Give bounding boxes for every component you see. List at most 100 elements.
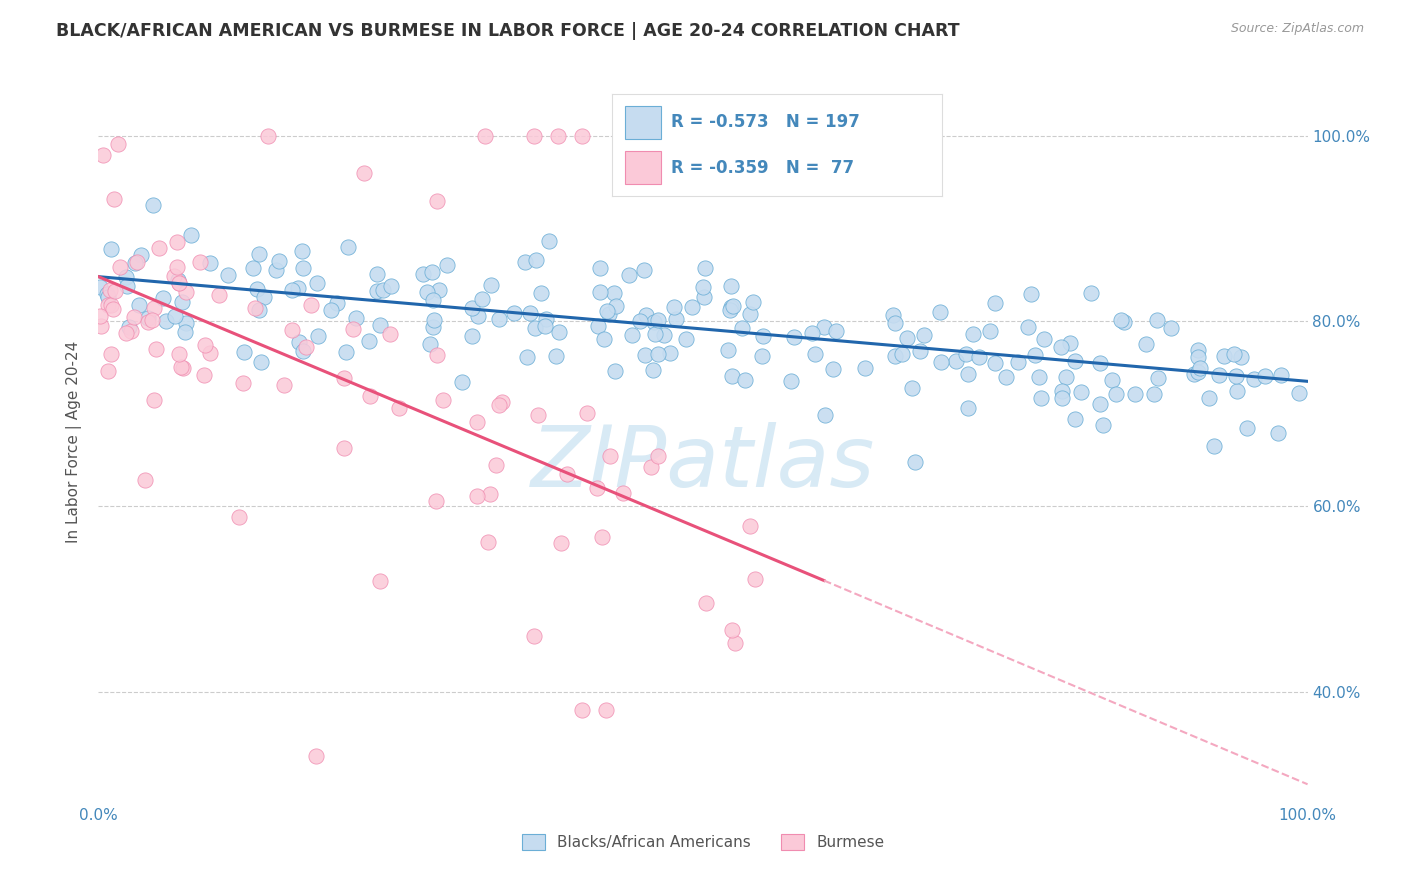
Point <box>1007 355 1029 369</box>
Point <box>148 241 170 255</box>
Text: ZIPatlas: ZIPatlas <box>531 422 875 505</box>
Point <box>652 327 675 342</box>
Point <box>165 309 187 323</box>
Point <box>120 324 142 338</box>
Point <box>380 278 402 293</box>
Point <box>813 319 835 334</box>
Point <box>640 459 662 474</box>
Point <box>333 371 356 385</box>
Point <box>190 255 212 269</box>
Point <box>125 255 148 269</box>
Point <box>107 136 129 151</box>
Point <box>1213 349 1236 363</box>
Point <box>695 596 717 610</box>
Point <box>523 320 546 334</box>
Point <box>557 467 579 481</box>
Point <box>658 345 681 359</box>
Point <box>1225 369 1247 384</box>
Point <box>598 307 620 321</box>
Point <box>242 261 264 276</box>
Point <box>247 302 270 317</box>
Point <box>1226 384 1249 398</box>
Point <box>979 325 1001 339</box>
Point <box>515 254 537 268</box>
Point <box>208 287 231 301</box>
Point <box>1184 367 1206 381</box>
Point <box>695 260 717 275</box>
Point <box>1088 356 1111 370</box>
Point <box>291 244 314 259</box>
Point <box>571 128 593 143</box>
Point <box>378 327 401 342</box>
Point <box>882 308 904 322</box>
Point <box>548 326 571 340</box>
Point <box>634 308 657 322</box>
Point <box>193 368 215 383</box>
Point <box>1198 391 1220 405</box>
Point <box>256 128 278 143</box>
Point <box>368 318 391 333</box>
Point <box>1160 321 1182 335</box>
Point <box>527 409 550 423</box>
Point <box>1109 313 1132 327</box>
Point <box>491 395 513 409</box>
Point <box>957 401 980 415</box>
Point <box>589 260 612 275</box>
Point <box>516 351 538 365</box>
Point <box>1059 335 1081 350</box>
Point <box>575 406 598 420</box>
Point <box>90 318 112 333</box>
Point <box>145 342 167 356</box>
Point <box>855 361 877 376</box>
Point <box>422 313 444 327</box>
Point <box>628 313 651 327</box>
Text: Source: ZipAtlas.com: Source: ZipAtlas.com <box>1230 22 1364 36</box>
Point <box>957 367 980 381</box>
Point <box>474 128 496 143</box>
Point <box>603 285 626 300</box>
Point <box>643 315 665 329</box>
Point <box>665 312 688 326</box>
Point <box>194 338 217 352</box>
Point <box>1050 391 1073 405</box>
Point <box>101 301 124 316</box>
Point <box>586 318 609 333</box>
Point <box>1064 353 1087 368</box>
Point <box>1142 386 1164 401</box>
Point <box>1123 386 1146 401</box>
Point <box>142 392 165 407</box>
Point <box>117 319 139 334</box>
Point <box>115 269 138 284</box>
Point <box>91 148 114 162</box>
Point <box>281 283 304 297</box>
Point <box>103 192 125 206</box>
Point <box>124 256 146 270</box>
Point <box>173 325 195 339</box>
Point <box>122 310 145 324</box>
Point <box>100 242 122 256</box>
Point <box>641 363 664 377</box>
Point <box>174 316 197 330</box>
Point <box>233 345 256 359</box>
Point <box>115 326 138 340</box>
Point <box>1031 391 1053 405</box>
Point <box>291 343 314 358</box>
Point <box>1028 370 1050 384</box>
Point <box>467 309 489 323</box>
Point <box>537 234 560 248</box>
Point <box>368 574 391 588</box>
Point <box>432 392 454 407</box>
Legend: Blacks/African Americans, Burmese: Blacks/African Americans, Burmese <box>516 829 890 856</box>
Point <box>593 332 616 346</box>
Point <box>591 530 613 544</box>
Point <box>900 381 922 395</box>
Point <box>523 629 546 643</box>
Point <box>929 355 952 369</box>
Point <box>305 749 328 764</box>
Point <box>141 198 163 212</box>
Point <box>335 345 357 359</box>
Point <box>984 356 1007 370</box>
Point <box>305 276 328 290</box>
Point <box>136 315 159 329</box>
Point <box>824 324 846 338</box>
